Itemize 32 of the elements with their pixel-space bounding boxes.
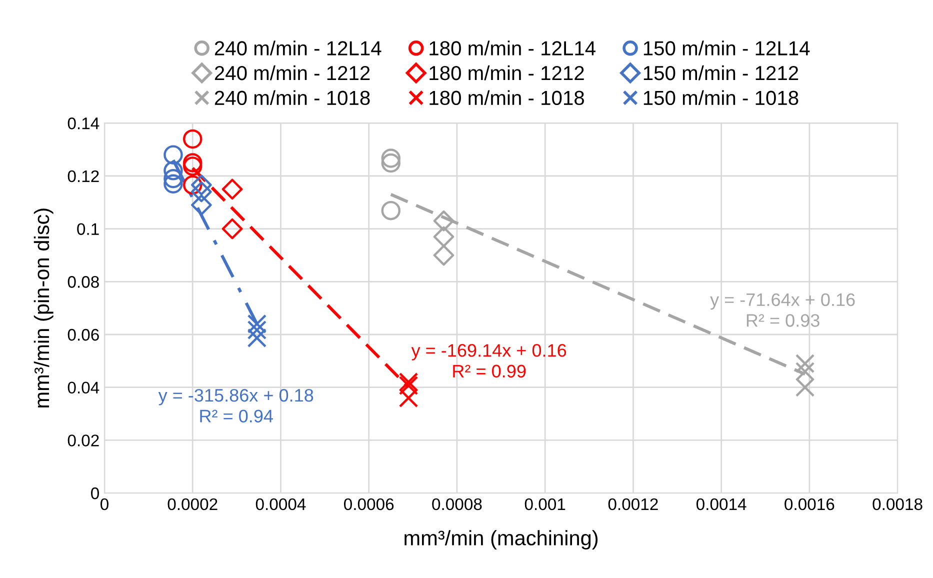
x-tick-label: 0.0006	[344, 498, 394, 510]
legend-label: 180 m/min - 12L14	[430, 40, 596, 56]
annotation: y = -315.86x + 0.18 R² = 0.94	[158, 388, 314, 422]
y-tick-label: 0.12	[68, 170, 99, 182]
legend-label: 240 m/min - 12L14	[214, 40, 382, 56]
legend-label: 150 m/min - 1212	[644, 65, 798, 80]
x-tick-label: 0.001	[524, 498, 566, 510]
y-tick-label: 0.02	[68, 434, 99, 446]
annotation: y = -169.14x + 0.16 R² = 0.99	[411, 344, 566, 378]
y-tick-label: 0	[91, 487, 99, 500]
y-tick-label: 0.08	[68, 276, 99, 288]
x-tick-label: 0	[100, 498, 108, 510]
x-tick-label: 0.0016	[784, 498, 834, 510]
x-tick-label: 0.0014	[696, 498, 746, 510]
legend-label: 150 m/min - 1018	[644, 90, 798, 106]
y-tick-label: 0.04	[68, 382, 100, 394]
x-tick-label: 0.0018	[872, 498, 922, 510]
legend-label: 150 m/min - 12L14	[644, 40, 810, 56]
legend-label: 180 m/min - 1212	[430, 65, 584, 80]
y-tick-label: 0.1	[77, 223, 99, 236]
y-axis-title: mm³/min (pin-on disc)	[34, 208, 54, 408]
y-tick-label: 0.14	[68, 118, 100, 130]
x-tick-label: 0.0002	[168, 498, 218, 510]
annotation: y = -71.64x + 0.16 R² = 0.93	[710, 293, 855, 327]
legend-label: 240 m/min - 1018	[214, 90, 370, 106]
x-tick-label: 0.0004	[256, 498, 306, 510]
x-tick-label: 0.0012	[608, 498, 658, 510]
x-tick-label: 0.0008	[432, 498, 482, 510]
y-tick-label: 0.06	[68, 328, 99, 341]
x-axis-title: mm³/min (machining)	[404, 530, 598, 550]
legend-label: 180 m/min - 1018	[430, 90, 584, 106]
legend-label: 240 m/min - 1212	[214, 65, 370, 80]
